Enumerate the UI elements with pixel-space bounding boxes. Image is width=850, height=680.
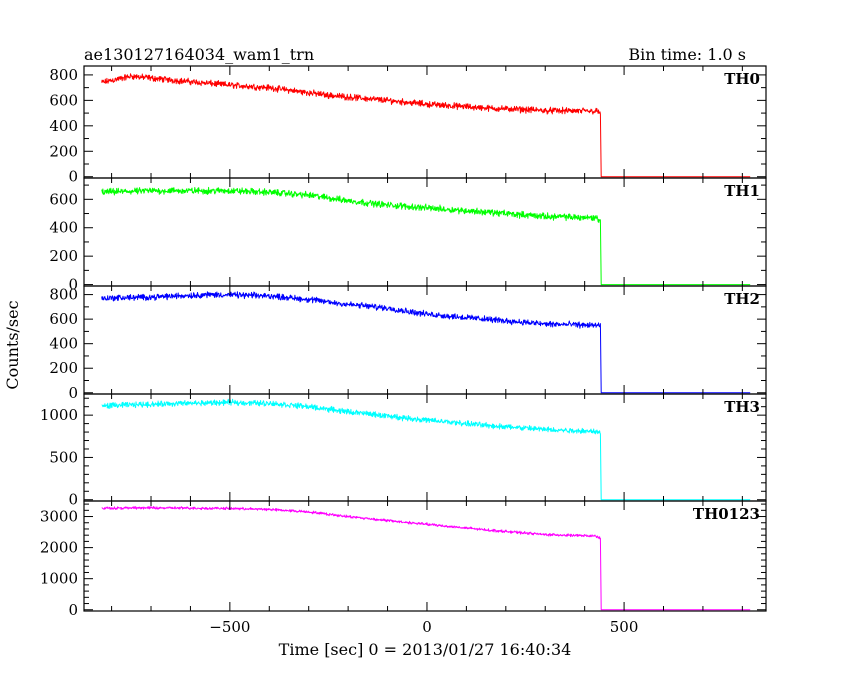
y-axis-label: Counts/sec — [3, 300, 22, 389]
y-tick-label: 600 — [49, 190, 78, 208]
x-axis-label: Time [sec] 0 = 2013/01/27 16:40:34 — [279, 640, 572, 659]
x-tick-label: 500 — [610, 618, 639, 636]
bin-time-label: Bin time: 1.0 s — [628, 45, 746, 64]
panel-label-th2: TH2 — [724, 290, 760, 308]
y-tick-label: 200 — [49, 247, 78, 265]
y-tick-label: 0 — [68, 168, 78, 186]
y-tick-label: 200 — [49, 359, 78, 377]
x-tick-label: 0 — [422, 618, 432, 636]
panels-group: 0 200 400 600 800 TH0 0 200 400 600 TH1 0 200 400 600 8… — [40, 65, 767, 619]
y-tick-label: 0 — [68, 491, 78, 509]
chart-title: ae130127164034_wam1_trn — [84, 45, 314, 64]
panel-frame — [83, 393, 767, 502]
y-tick-label: 3000 — [40, 508, 78, 526]
y-tick-label: 400 — [49, 335, 78, 353]
series-line-th0123 — [101, 506, 751, 611]
y-tick-label: 800 — [49, 286, 78, 304]
panel-th0: 0 200 400 600 800 TH0 — [49, 65, 767, 186]
panel-th2: 0 200 400 600 800 TH2 — [49, 285, 767, 402]
panel-frame — [83, 500, 767, 612]
y-tick-label: 400 — [49, 117, 78, 135]
panel-label-th3: TH3 — [724, 398, 760, 416]
series-line-th0 — [101, 73, 751, 178]
y-tick-label: 200 — [49, 142, 78, 160]
panel-th3: 0 500 1000 TH3 — [40, 393, 767, 509]
y-tick-label: 0 — [68, 601, 78, 619]
series-line-th3 — [101, 398, 751, 501]
y-tick-label: 0 — [68, 384, 78, 402]
y-tick-label: 0 — [68, 276, 78, 294]
panel-frame — [83, 177, 767, 287]
y-tick-label: 500 — [49, 448, 78, 466]
y-tick-label: 2000 — [40, 539, 78, 557]
x-tick-label: −500 — [209, 618, 250, 636]
panel-label-th0123: TH0123 — [693, 505, 760, 523]
series-line-th2 — [101, 291, 751, 394]
panel-th1: 0 200 400 600 TH1 — [49, 177, 767, 294]
x-axis: −500 0 500 — [209, 618, 638, 636]
y-tick-label: 800 — [49, 66, 78, 84]
y-tick-label: 1000 — [40, 570, 78, 588]
y-tick-label: 1000 — [40, 406, 78, 424]
panel-frame — [83, 285, 767, 395]
panel-th0123: 0 1000 2000 3000 TH0123 — [40, 500, 767, 619]
y-tick-label: 600 — [49, 310, 78, 328]
y-tick-label: 400 — [49, 219, 78, 237]
panel-frame — [83, 65, 767, 179]
panel-label-th0: TH0 — [724, 70, 760, 88]
panel-label-th1: TH1 — [724, 182, 760, 200]
series-line-th1 — [101, 186, 751, 286]
y-tick-label: 600 — [49, 91, 78, 109]
